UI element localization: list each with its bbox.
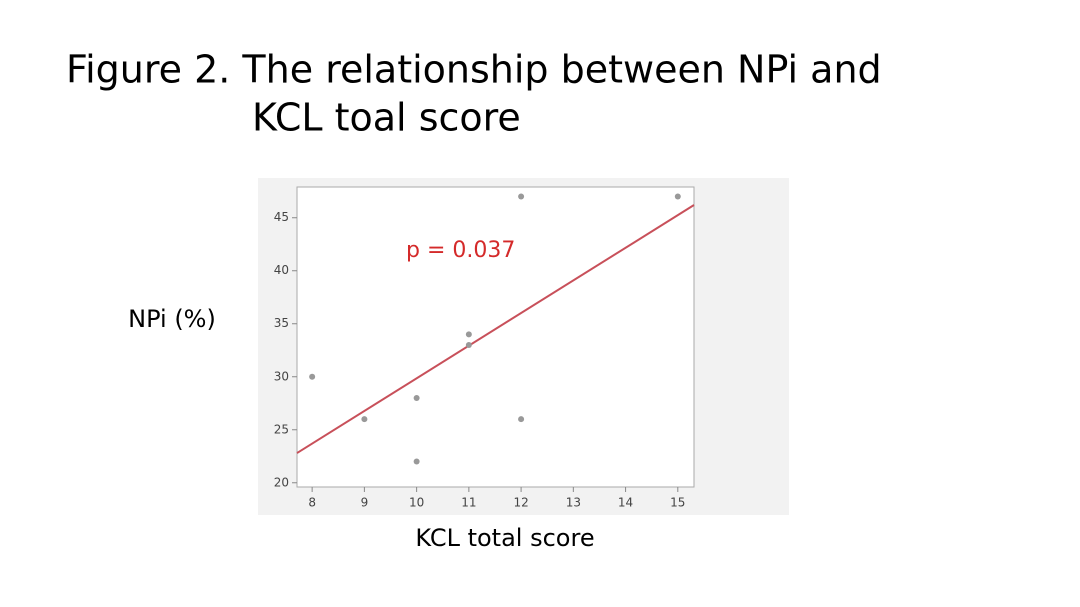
point: [674, 193, 681, 200]
x-tick-label: 14: [618, 496, 633, 510]
x-tick-label: 8: [308, 496, 316, 510]
y-tick-label: 40: [274, 263, 289, 277]
y-tick-label: 30: [274, 369, 289, 383]
y-tick-label: 35: [274, 316, 289, 330]
trend-line: [296, 204, 695, 454]
point: [413, 458, 420, 465]
y-axis-label: NPi (%): [128, 305, 216, 333]
title-line-2: KCL toal score: [252, 96, 521, 140]
x-tick-label: 15: [670, 496, 685, 510]
point: [465, 341, 472, 348]
point: [465, 331, 472, 338]
annotation: p = 0.037: [406, 238, 515, 263]
x-tick-label: 9: [361, 496, 369, 510]
x-tick-label: 13: [566, 496, 581, 510]
y-tick-label: 25: [274, 422, 289, 436]
x-tick-label: 10: [409, 496, 424, 510]
x-tick-label: 12: [513, 496, 528, 510]
title-line-1: Figure 2. The relationship between NPi a…: [66, 48, 882, 92]
point: [518, 193, 525, 200]
x-axis-label: KCL total score: [415, 524, 594, 552]
point: [518, 416, 525, 423]
point: [413, 394, 420, 401]
y-tick-label: 45: [274, 210, 289, 224]
x-tick-label: 11: [461, 496, 476, 510]
y-tick-label: 20: [274, 475, 289, 489]
point: [309, 373, 316, 380]
point: [361, 416, 368, 423]
plot-area: [296, 186, 695, 488]
